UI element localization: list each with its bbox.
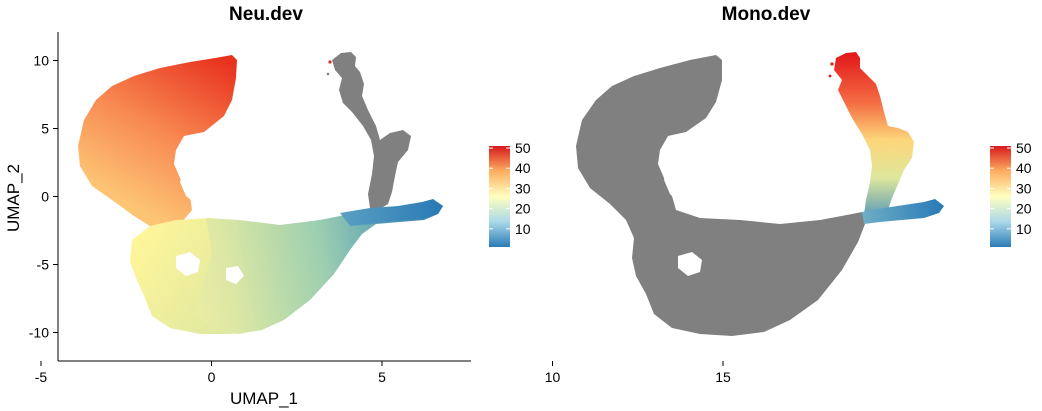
na-branch	[332, 52, 411, 210]
axes: -5 0 5 10 15 -10 -5 0 5 10 UMAP_1 UMAP_2	[4, 32, 731, 408]
x-tick-label: -5	[35, 369, 48, 385]
colorbar	[990, 146, 1011, 247]
x-axis-title: UMAP_1	[230, 389, 298, 408]
embedding-gap	[226, 266, 244, 284]
y-tick-label: -5	[37, 257, 50, 273]
x-tick-label: 10	[545, 369, 561, 385]
stray-point	[830, 62, 834, 66]
y-axis-ticks: -10 -5 0 5 10	[29, 53, 58, 341]
colorbar-tick-label: 50	[515, 140, 531, 156]
x-tick-label: 0	[208, 369, 216, 385]
colorbar-tick-label: 30	[515, 180, 531, 196]
colorbar-ticks: 10 20 30 40 50	[990, 140, 1032, 237]
x-tick-label: 5	[378, 369, 386, 385]
colorbar-tick-label: 50	[1016, 140, 1032, 156]
y-tick-label: -10	[29, 325, 49, 341]
mono-tail	[862, 199, 944, 224]
colorbar	[489, 146, 510, 247]
umap-embedding	[576, 52, 944, 336]
neu-body	[196, 200, 443, 334]
colorbar-tick-label: 40	[1016, 160, 1032, 176]
colorbar-tick-label: 20	[1016, 201, 1032, 217]
stray-point	[828, 74, 832, 78]
embedding-gap	[176, 252, 200, 276]
x-axis-ticks: -5 0 5 10 15	[35, 361, 731, 385]
y-axis-title: UMAP_2	[4, 164, 23, 232]
panel-neu-dev: Neu.dev -5 0 5 10 15 -10 -5 0 5 10	[4, 4, 731, 408]
stray-point	[326, 72, 330, 76]
umap-embedding	[78, 52, 443, 334]
na-body	[576, 55, 865, 336]
colorbar-tick-label: 20	[515, 201, 531, 217]
chart-title: Mono.dev	[722, 4, 811, 25]
chart-title: Neu.dev	[229, 4, 303, 25]
colorbar-tick-label: 10	[1016, 221, 1032, 237]
embedding-gap	[678, 252, 702, 276]
colorbar-ticks: 10 20 30 40 50	[489, 140, 531, 237]
y-tick-label: 0	[41, 189, 49, 205]
panel-mono-dev: Mono.dev 10 20 30 40 50	[576, 4, 1032, 336]
mono-branch	[834, 52, 914, 220]
colorbar-tick-label: 30	[1016, 180, 1032, 196]
embedding-gap	[664, 164, 698, 202]
y-tick-label: 10	[33, 53, 49, 69]
color-legend: 10 20 30 40 50	[990, 140, 1032, 247]
stray-point	[328, 60, 332, 64]
colorbar-tick-label: 40	[515, 160, 531, 176]
colorbar-tick-label: 10	[515, 221, 531, 237]
x-tick-label: 15	[715, 369, 731, 385]
neu-upper-arm	[78, 55, 237, 228]
neu-tail	[340, 199, 443, 226]
embedding-gap	[180, 164, 214, 204]
y-tick-label: 5	[41, 121, 49, 137]
color-legend: 10 20 30 40 50	[489, 140, 531, 247]
